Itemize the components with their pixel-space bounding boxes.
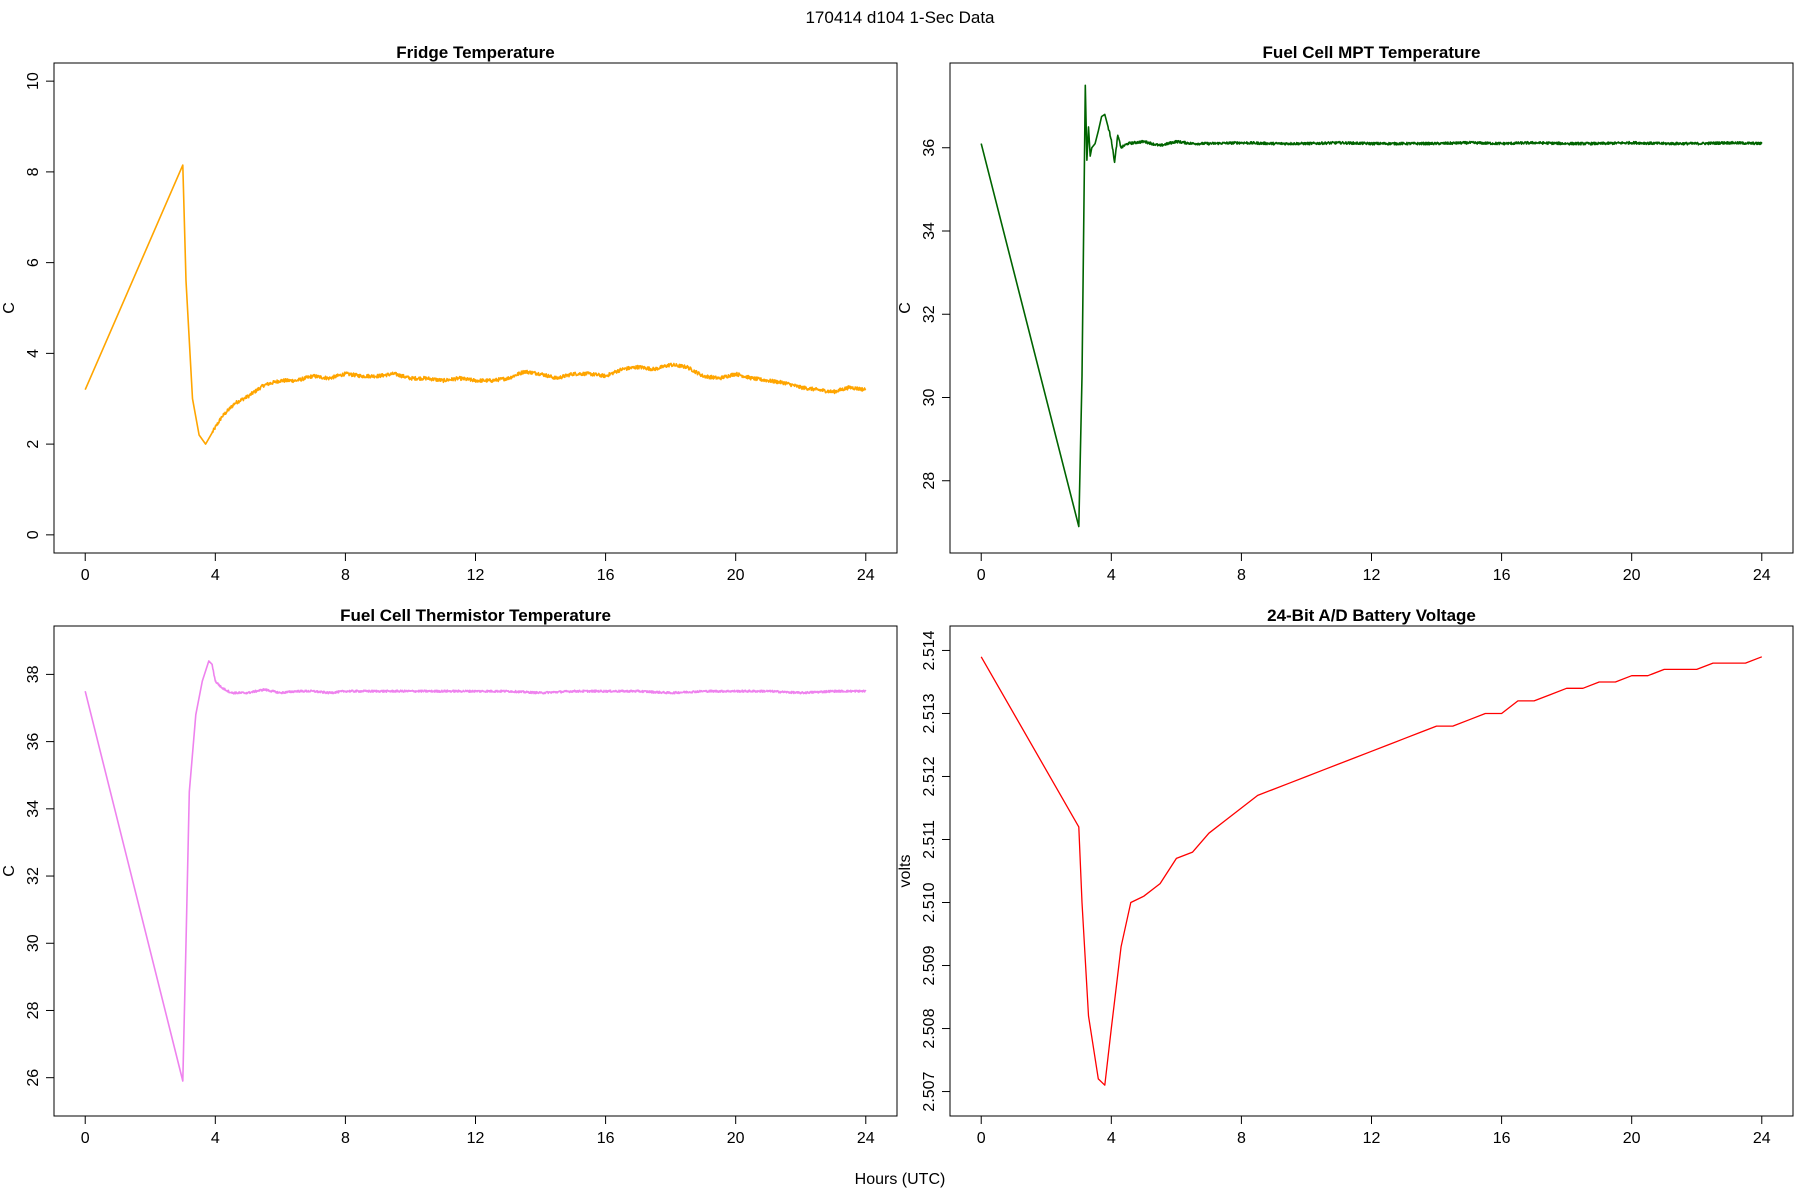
x-tick-label: 24 xyxy=(1753,1130,1771,1147)
y-tick-label: 36 xyxy=(25,733,42,751)
panel-fuel-cell-thermistor-temperature: Fuel Cell Thermistor Temperature 0 4 8 12 16 2… xyxy=(1,606,898,1147)
y-axis-label: C xyxy=(1,865,18,877)
panel-title: Fuel Cell MPT Temperature xyxy=(1263,43,1481,62)
y-tick-label: 0 xyxy=(25,530,42,539)
data-series-line xyxy=(980,656,1763,1086)
y-tick-label: 28 xyxy=(921,472,938,490)
x-tick-label: 0 xyxy=(977,1130,986,1147)
y-tick-label: 32 xyxy=(921,305,938,323)
x-tick-label: 24 xyxy=(1753,567,1771,584)
y-tick-label: 6 xyxy=(25,258,42,267)
y-tick-label: 2.508 xyxy=(921,1008,938,1048)
y-tick-label: 34 xyxy=(921,222,938,240)
panel-title: 24-Bit A/D Battery Voltage xyxy=(1267,606,1476,625)
y-tick-label: 30 xyxy=(25,934,42,952)
y-tick-label: 34 xyxy=(25,800,42,818)
y-tick-label: 10 xyxy=(25,72,42,90)
x-tick-label: 20 xyxy=(727,567,745,584)
x-tick-label: 8 xyxy=(341,1130,350,1147)
y-tick-label: 32 xyxy=(25,867,42,885)
x-tick-label: 8 xyxy=(341,567,350,584)
shared-x-axis-label: Hours (UTC) xyxy=(855,1171,946,1188)
panel-title: Fuel Cell Thermistor Temperature xyxy=(340,606,611,625)
x-tick-label: 12 xyxy=(467,1130,485,1147)
data-series-line xyxy=(84,660,867,1082)
plot-frame xyxy=(53,62,898,554)
x-tick-label: 20 xyxy=(727,1130,745,1147)
x-tick-label: 0 xyxy=(977,567,986,584)
y-tick-label: 2.510 xyxy=(921,882,938,922)
x-tick-label: 0 xyxy=(81,1130,90,1147)
panel-fuel-cell-mpt-temperature: Fuel Cell MPT Temperature 0 4 8 12 16 20 24 28 30… xyxy=(897,43,1794,584)
data-series-line xyxy=(84,164,867,445)
y-axis-label: C xyxy=(897,302,914,314)
x-tick-label: 24 xyxy=(857,1130,875,1147)
y-axis-label: C xyxy=(1,302,18,314)
x-tick-label: 8 xyxy=(1237,567,1246,584)
y-tick-label: 2.512 xyxy=(921,756,938,796)
y-tick-label: 2.511 xyxy=(921,820,938,859)
x-tick-label: 16 xyxy=(1493,1130,1511,1147)
x-tick-label: 4 xyxy=(1107,567,1116,584)
y-tick-label: 2 xyxy=(25,440,42,449)
y-tick-label: 2.514 xyxy=(921,630,938,670)
x-tick-label: 16 xyxy=(1493,567,1511,584)
y-tick-label: 30 xyxy=(921,388,938,406)
plot-frame xyxy=(949,625,1794,1117)
x-tick-label: 8 xyxy=(1237,1130,1246,1147)
y-tick-label: 28 xyxy=(25,1001,42,1019)
x-tick-label: 16 xyxy=(597,1130,615,1147)
y-axis-label: volts xyxy=(897,855,914,888)
x-tick-label: 12 xyxy=(467,567,485,584)
plot-frame xyxy=(949,62,1794,554)
y-tick-label: 2.513 xyxy=(921,693,938,733)
plot-frame xyxy=(53,625,898,1117)
x-tick-label: 12 xyxy=(1363,1130,1381,1147)
x-tick-label: 16 xyxy=(597,567,615,584)
data-series-line xyxy=(980,84,1763,528)
y-tick-label: 4 xyxy=(25,349,42,358)
x-tick-label: 12 xyxy=(1363,567,1381,584)
figure-suptitle: 170414 d104 1-Sec Data xyxy=(805,8,995,27)
x-tick-label: 24 xyxy=(857,567,875,584)
y-tick-label: 8 xyxy=(25,167,42,176)
x-tick-label: 0 xyxy=(81,567,90,584)
x-tick-label: 20 xyxy=(1623,567,1641,584)
x-tick-label: 4 xyxy=(211,567,220,584)
panel-24-bit-a-d-battery-voltage: 24-Bit A/D Battery Voltage 0 4 8 12 16 20 24 2.5… xyxy=(897,606,1794,1147)
x-tick-label: 4 xyxy=(211,1130,220,1147)
y-tick-label: 2.509 xyxy=(921,945,938,985)
y-tick-label: 2.507 xyxy=(921,1071,938,1111)
y-tick-label: 38 xyxy=(25,665,42,683)
y-tick-label: 26 xyxy=(25,1069,42,1087)
x-tick-label: 4 xyxy=(1107,1130,1116,1147)
x-tick-label: 20 xyxy=(1623,1130,1641,1147)
panel-title: Fridge Temperature xyxy=(396,43,554,62)
y-tick-label: 36 xyxy=(921,139,938,157)
